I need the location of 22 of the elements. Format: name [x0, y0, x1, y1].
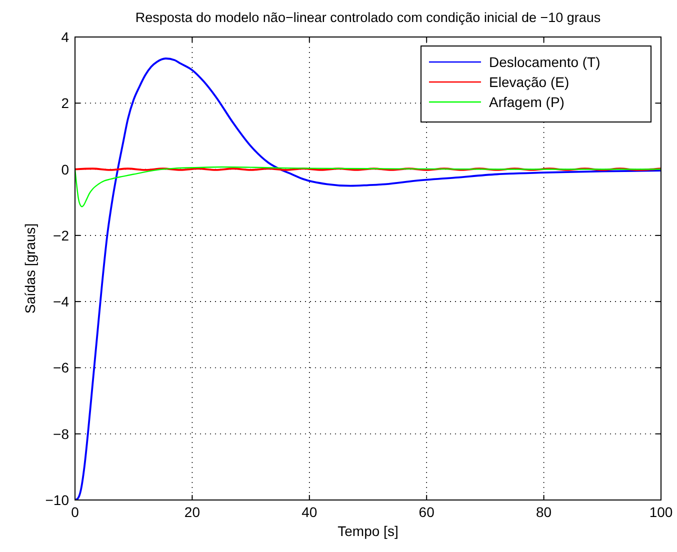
chart-title: Resposta do modelo não−linear controlado com condição inicial de −10 graus [135, 10, 601, 25]
y-tick-label: 4 [61, 29, 70, 45]
legend-label: Deslocamento (T) [489, 54, 600, 70]
x-tick-label: 0 [71, 504, 80, 520]
y-tick-label: −4 [53, 294, 70, 310]
line-series [75, 166, 661, 208]
y-tick-label: 2 [61, 95, 70, 112]
x-tick-label: 100 [649, 504, 673, 520]
x-tick-label: 60 [418, 504, 435, 520]
x-tick-label: 80 [536, 504, 552, 520]
x-tick-label: 20 [184, 504, 200, 520]
y-tick-label: −8 [53, 426, 70, 442]
x-axis-title: Tempo [s] [338, 523, 398, 539]
y-axis-title: Saídas [graus] [22, 223, 38, 314]
line-series [75, 58, 661, 500]
y-tick-label: 0 [61, 161, 70, 178]
legend-label: Elevação (E) [489, 74, 570, 90]
legend-label: Arfagem (P) [489, 94, 564, 110]
x-tick-label: 40 [302, 504, 318, 520]
y-tick-label: −10 [45, 492, 70, 508]
y-tick-label: −2 [53, 227, 70, 244]
y-tick-label: −6 [53, 360, 70, 376]
